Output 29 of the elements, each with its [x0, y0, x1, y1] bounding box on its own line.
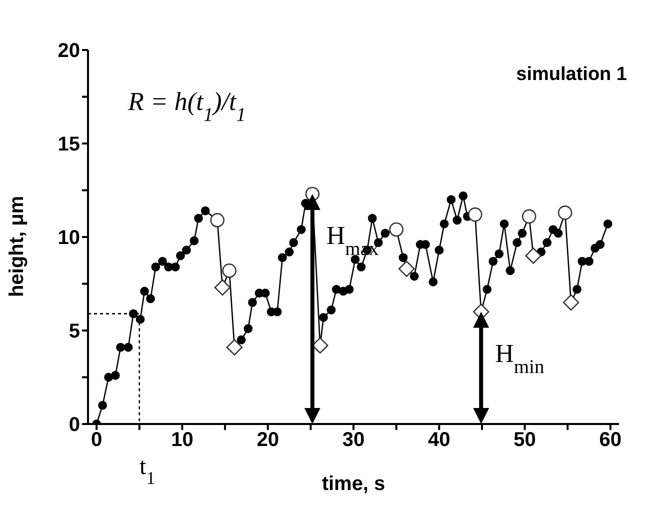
- x-tick-label: 40: [428, 429, 450, 452]
- text: t$_{1}$: [140, 454, 156, 488]
- y-tick-label: 0: [68, 414, 80, 436]
- x-tick-label: 30: [342, 429, 365, 452]
- y-tick-label: 15: [58, 134, 80, 156]
- point: [389, 222, 404, 237]
- point: [525, 248, 542, 264]
- x-tick-label: 10: [171, 429, 194, 452]
- point: [522, 209, 536, 224]
- x-tick-label: 50: [514, 429, 536, 452]
- annotation: H$_{min}$: [495, 338, 544, 378]
- x-tick-label: 60: [599, 429, 622, 452]
- y-tick-label: 20: [58, 40, 80, 62]
- x-tick-label: 20: [256, 429, 279, 452]
- point: [214, 279, 231, 296]
- point: [210, 213, 224, 228]
- point: [226, 339, 243, 356]
- point: [398, 260, 415, 277]
- point: [222, 264, 236, 278]
- x-tick-label: 0: [91, 429, 102, 452]
- point: [562, 294, 580, 311]
- point: [468, 207, 482, 222]
- annotation: simulation 1: [516, 64, 628, 85]
- y-tick-label: 10: [58, 227, 80, 250]
- y-tick-label: 5: [68, 320, 80, 343]
- annotation: R = h(t$_{1}$)/t$_{1}$: [127, 87, 246, 126]
- y-axis-title: height, μm: [6, 196, 28, 297]
- point: [558, 206, 572, 220]
- x-axis-title: time, s: [322, 473, 386, 495]
